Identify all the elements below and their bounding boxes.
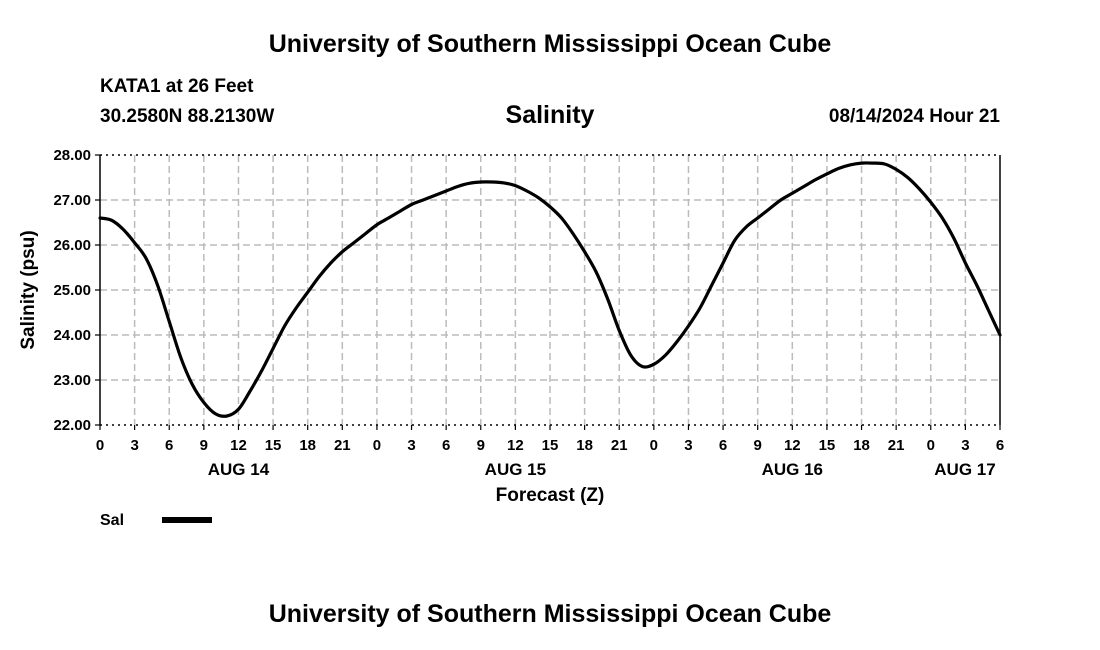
station-label: KATA1 at 26 Feet: [100, 76, 254, 97]
y-tick-label: 24.00: [53, 327, 91, 344]
footer-title: University of Southern Mississippi Ocean…: [268, 600, 832, 628]
page-title: University of Southern Mississippi Ocean…: [268, 30, 832, 58]
x-tick-label: 0: [96, 437, 104, 454]
x-tick-label: 12: [507, 437, 524, 454]
coordinates-label: 30.2580N 88.2130W: [100, 106, 275, 127]
x-tick-label: 9: [477, 437, 485, 454]
x-tick-label: 15: [265, 437, 282, 454]
x-tick-label: 21: [611, 437, 628, 454]
y-tick-label: 28.00: [53, 147, 91, 164]
x-tick-label: 18: [299, 437, 316, 454]
x-axis-label: Forecast (Z): [496, 485, 605, 506]
x-tick-label: 3: [961, 437, 969, 454]
legend-label-sal: Sal: [100, 512, 124, 529]
x-tick-label: 18: [853, 437, 870, 454]
issued-timestamp: 08/14/2024 Hour 21: [828, 106, 1000, 127]
x-tick-label: 6: [996, 437, 1004, 454]
x-tick-label: 6: [165, 437, 173, 454]
x-tick-label: 3: [130, 437, 138, 454]
x-tick-label: 3: [684, 437, 692, 454]
x-tick-label: 12: [784, 437, 801, 454]
y-tick-label: 25.00: [53, 282, 91, 299]
date-label: AUG 16: [762, 460, 823, 479]
x-tick-label: 9: [754, 437, 762, 454]
y-tick-label: 27.00: [53, 192, 91, 209]
date-label: AUG 15: [485, 460, 546, 479]
x-tick-label: 12: [230, 437, 247, 454]
series-line-sal: [98, 161, 1002, 418]
x-tick-label: 9: [200, 437, 208, 454]
x-tick-label: 0: [650, 437, 658, 454]
salinity-chart: 0 3 6 9 12 15 18 21 0 3 6 9 12 15 18 21 0 3 6 9 12 15 18 21 0 3 6 2…: [18, 147, 1004, 529]
x-tick-label: 0: [373, 437, 381, 454]
x-tick-label: 3: [407, 437, 415, 454]
x-tick-label: 0: [927, 437, 935, 454]
date-label: AUG 17: [934, 460, 995, 479]
y-tick-label: 22.00: [53, 417, 91, 434]
y-tick-label: 23.00: [53, 372, 91, 389]
x-tick-label: 6: [442, 437, 450, 454]
x-tick-label: 15: [542, 437, 559, 454]
y-axis-label: Salinity (psu): [18, 230, 39, 349]
date-label: AUG 14: [208, 460, 270, 479]
variable-title: Salinity: [505, 101, 595, 129]
x-tick-label: 21: [334, 437, 351, 454]
x-tick-label: 6: [719, 437, 727, 454]
x-tick-label: 15: [819, 437, 836, 454]
x-tick-label: 18: [576, 437, 593, 454]
y-tick-label: 26.00: [53, 237, 91, 254]
x-tick-label: 21: [888, 437, 905, 454]
